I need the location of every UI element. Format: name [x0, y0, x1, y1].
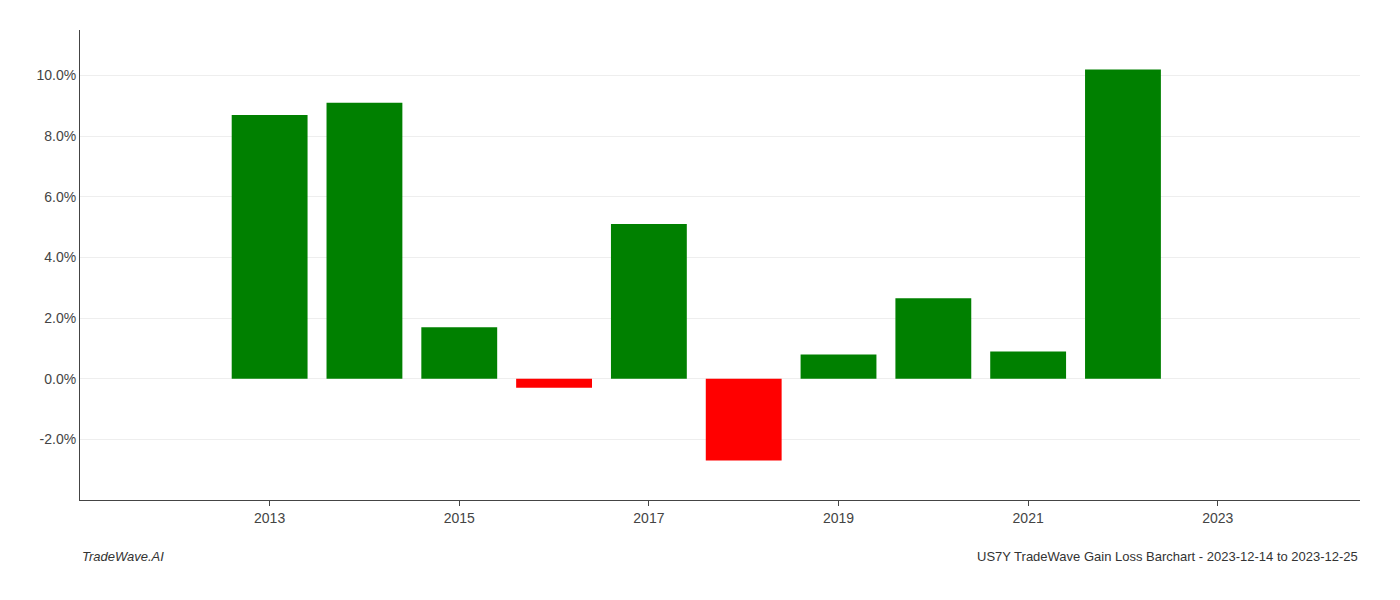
svg-text:2015: 2015	[444, 510, 475, 526]
svg-text:2019: 2019	[823, 510, 854, 526]
svg-text:2023: 2023	[1202, 510, 1233, 526]
svg-text:2017: 2017	[633, 510, 664, 526]
svg-text:4.0%: 4.0%	[44, 249, 76, 265]
svg-text:6.0%: 6.0%	[44, 189, 76, 205]
svg-text:0.0%: 0.0%	[44, 371, 76, 387]
svg-text:8.0%: 8.0%	[44, 128, 76, 144]
svg-text:TradeWave.AI: TradeWave.AI	[82, 549, 164, 564]
svg-text:10.0%: 10.0%	[36, 67, 76, 83]
svg-text:2013: 2013	[254, 510, 285, 526]
svg-text:2.0%: 2.0%	[44, 310, 76, 326]
svg-text:-2.0%: -2.0%	[40, 431, 77, 447]
svg-text:US7Y TradeWave Gain Loss Barch: US7Y TradeWave Gain Loss Barchart - 2023…	[977, 549, 1358, 564]
svg-text:2021: 2021	[1013, 510, 1044, 526]
